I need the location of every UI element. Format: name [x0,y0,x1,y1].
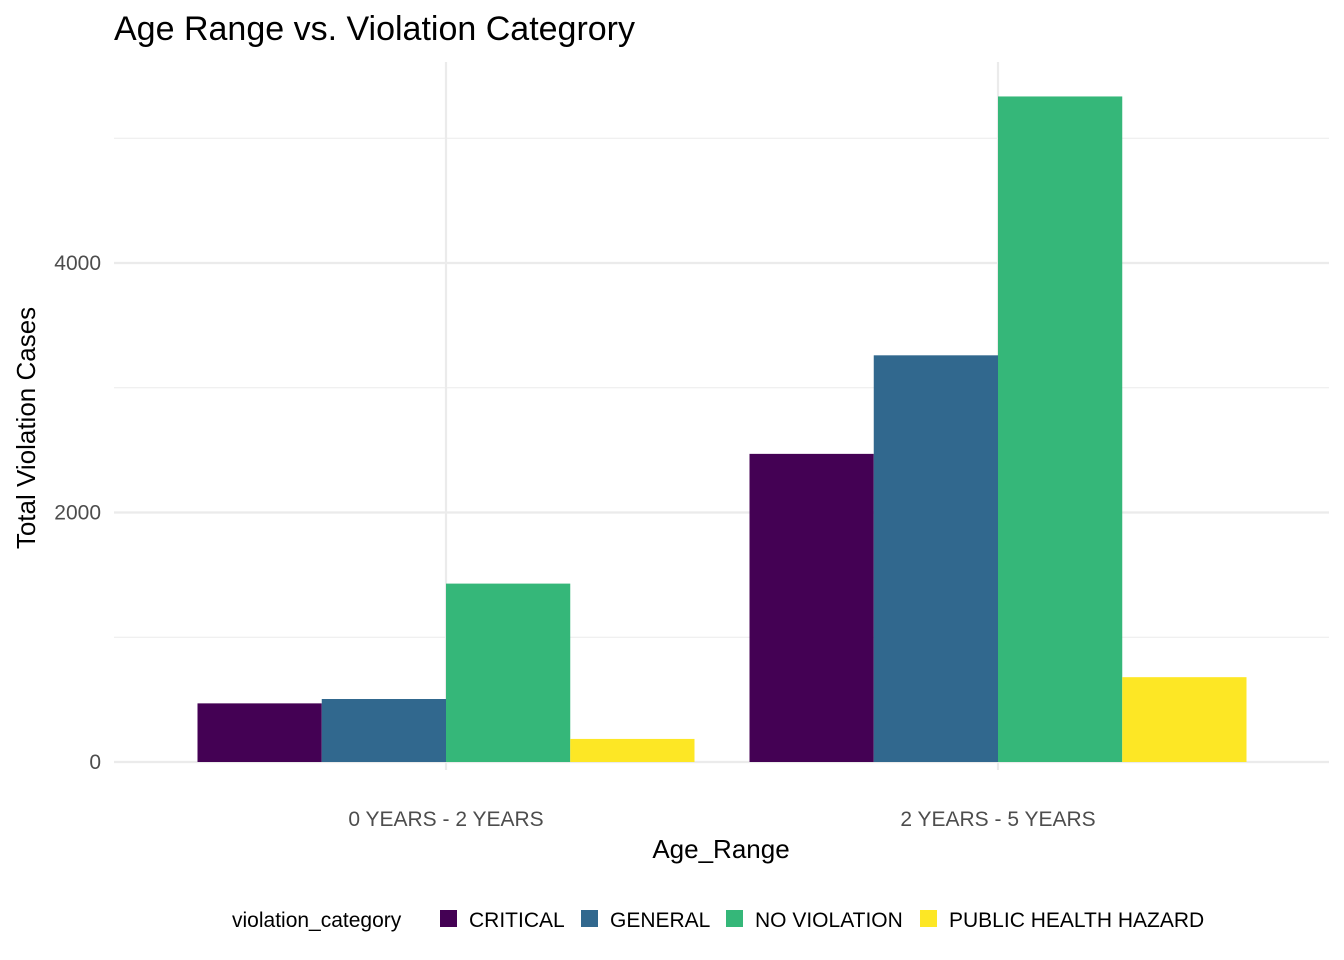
x-tick-label: 0 YEARS - 2 YEARS [348,808,543,831]
legend-label: GENERAL [610,909,710,932]
bar-general-2 [873,355,998,762]
y-axis-ticks: 0 2000 4000 [54,252,101,774]
x-tick-label: 2 YEARS - 5 YEARS [900,808,1095,831]
y-tick-label: 2000 [54,502,101,525]
bar-critical-1 [197,703,322,762]
grid [114,62,1329,770]
legend-title: violation_category [232,909,402,932]
legend-key-general [581,910,598,927]
x-axis-ticks: 0 YEARS - 2 YEARS 2 YEARS - 5 YEARS [348,808,1095,831]
bar-public-health-hazard-1 [570,738,695,762]
legend: violation_category CRITICAL GENERAL NO VIO… [232,909,1204,932]
legend-key-critical [440,910,457,927]
legend-key-public-health-hazard [920,910,937,927]
chart-title: Age Range vs. Violation Categrory [114,10,635,48]
bars [197,96,1247,763]
y-tick-label: 0 [89,751,101,774]
bar-no-violation-2 [998,96,1123,763]
bar-general-1 [321,699,446,762]
legend-label: NO VIOLATION [755,909,903,932]
y-axis-title: Total Violation Cases [11,307,41,549]
legend-label: PUBLIC HEALTH HAZARD [949,909,1204,932]
legend-key-no-violation [726,910,743,927]
x-axis-title: Age_Range [652,834,789,864]
legend-items: CRITICAL GENERAL NO VIOLATION PUBLIC HEALTH… [440,909,1204,932]
bar-critical-2 [749,453,874,762]
bar-no-violation-1 [446,583,571,762]
legend-label: CRITICAL [469,909,565,932]
bar-public-health-hazard-2 [1122,677,1247,762]
y-tick-label: 4000 [54,252,101,275]
